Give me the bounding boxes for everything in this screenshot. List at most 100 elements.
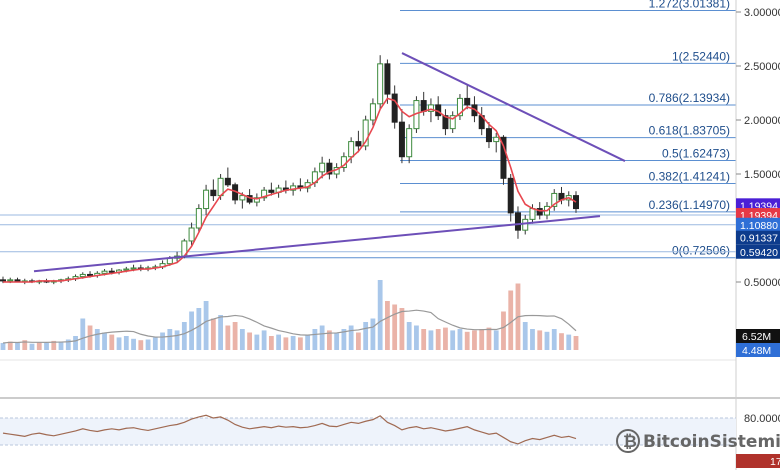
price-badge-label: 0.91337 — [740, 233, 778, 245]
candle-body — [427, 104, 434, 112]
volume-bar — [392, 304, 398, 350]
fib-level-label: 1(2.52440) — [672, 49, 730, 63]
candle-body — [203, 189, 210, 210]
volume-bar — [341, 329, 347, 350]
candle-body — [420, 100, 427, 112]
volume-badge — [736, 343, 780, 357]
volume-bar — [160, 332, 165, 350]
volume-bar — [370, 318, 376, 350]
candle-body — [551, 192, 558, 207]
volume-bar — [399, 308, 405, 350]
candle-body — [108, 270, 115, 273]
candle-body — [456, 97, 463, 117]
candle-body — [514, 212, 521, 231]
fib-level-label: 0.236(1.14970) — [649, 198, 730, 212]
ma-line — [3, 97, 577, 283]
candle-body — [348, 141, 355, 158]
fib-level-label: 0.382(1.41241) — [649, 169, 730, 183]
volume-bar — [29, 343, 35, 350]
volume-bar — [218, 315, 223, 350]
candle-body — [362, 119, 369, 147]
volume-bar — [305, 334, 311, 350]
volume-bar — [428, 330, 434, 350]
candle-body — [268, 189, 275, 193]
fib-level-label: 0.618(1.83705) — [649, 124, 730, 138]
volume-bar — [435, 329, 441, 350]
volume-bar — [254, 334, 260, 350]
volume-bar — [326, 330, 332, 350]
price-badge — [736, 217, 780, 232]
fibonacci-retracement: 1.272(3.01381) 1(2.52440) 0.786(2.13934) 0.… — [0, 0, 736, 259]
volume-bar — [508, 290, 514, 350]
volume-bar — [138, 340, 144, 350]
volume-bar — [334, 333, 340, 350]
price-tick-label: 2.50000 — [744, 61, 780, 73]
candle-body — [384, 63, 391, 95]
volume-bar — [290, 336, 296, 350]
volume-bar — [94, 329, 100, 350]
rsi-badge — [736, 454, 780, 468]
candle-body — [261, 189, 268, 199]
watermark: ₿ BitcoinSistemi — [616, 429, 780, 453]
price-badge-label: 1.10880 — [740, 220, 778, 232]
volume-bar — [203, 301, 209, 350]
volume-bar — [283, 337, 289, 350]
price-tick-label: 3.00000 — [744, 7, 780, 19]
volume-bar — [356, 332, 361, 350]
candle-body — [493, 136, 500, 143]
volume-bar — [530, 329, 535, 350]
price-badges: 1.193941.193941.108800.913370.594206.52M… — [736, 198, 780, 357]
descending-resistance-line — [401, 52, 626, 162]
candle-body — [471, 104, 478, 117]
price-badge — [736, 244, 780, 259]
volume-bar — [551, 329, 557, 350]
candle-body — [0, 279, 6, 282]
volume-bar — [319, 325, 325, 350]
candle-body — [224, 177, 231, 186]
volume-bar — [472, 330, 477, 350]
volume-bar — [239, 329, 245, 350]
volume-bar — [414, 325, 419, 350]
candle-body — [130, 267, 137, 270]
volume-bar — [566, 334, 572, 350]
candle-body — [507, 177, 514, 214]
volume-bar — [363, 322, 369, 350]
candle-body — [195, 208, 202, 229]
volume-bar — [501, 311, 506, 350]
volume-bar — [181, 322, 187, 350]
candle-body — [522, 218, 529, 231]
rsi-pane: 80.00000 17 — [0, 413, 780, 468]
moving-average — [3, 97, 577, 283]
volume-badge — [736, 329, 780, 343]
volume-bar — [544, 331, 550, 350]
bitcoin-logo-icon — [616, 429, 640, 453]
volume-bar — [123, 336, 129, 350]
candle-body — [369, 103, 376, 121]
candle-body — [449, 115, 456, 130]
volume-bar — [58, 341, 64, 350]
volume-bar — [450, 330, 456, 350]
bitcoin-logo-glyph: ₿ — [623, 432, 637, 452]
candle-body — [500, 136, 507, 179]
price-tick-label: 2.00000 — [744, 115, 780, 127]
rsi-band — [0, 418, 736, 445]
volume-badge-label: 4.48M — [742, 345, 771, 357]
volume-bar — [443, 327, 448, 350]
candle-body — [101, 270, 108, 274]
candle-body — [391, 93, 398, 123]
candle-body — [485, 128, 492, 143]
candle-body — [442, 115, 449, 130]
volume-bar — [493, 330, 499, 350]
fib-level-label: 0.5(1.62473) — [662, 147, 730, 161]
volume-bar — [486, 327, 492, 350]
volume-badge-label: 6.52M — [742, 331, 771, 343]
volume-bar — [406, 322, 412, 350]
candle-body — [398, 121, 405, 158]
volume-bar — [44, 343, 49, 350]
volume-bar — [116, 337, 122, 350]
volume-bar — [15, 343, 20, 350]
rsi-tick-label: 80.00000 — [744, 413, 780, 425]
volume-bar — [80, 318, 86, 350]
watermark-text: BitcoinSistemi — [643, 432, 780, 452]
